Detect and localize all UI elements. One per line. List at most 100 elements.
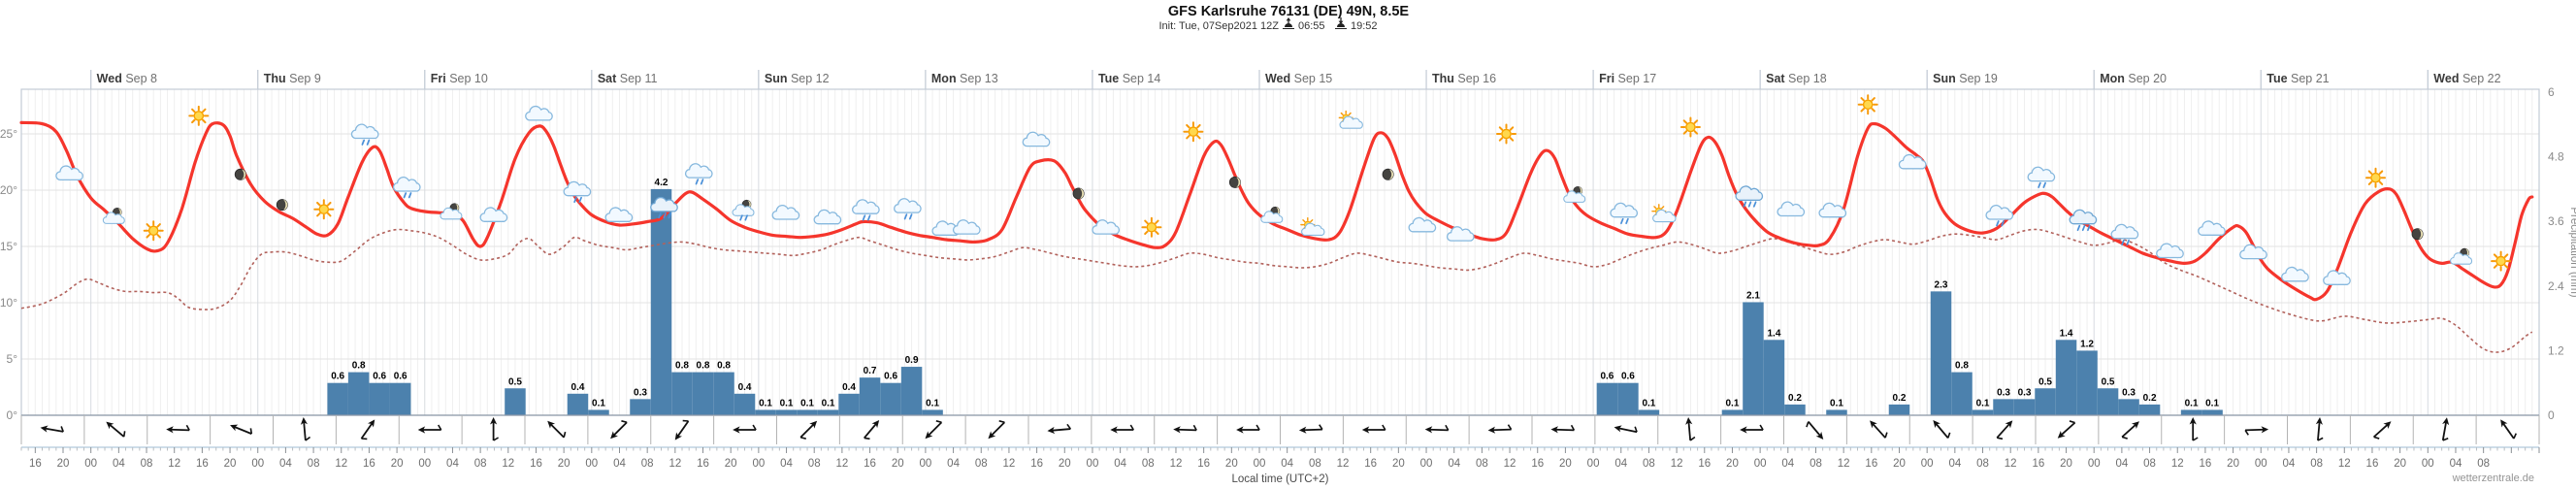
day-label: Mon Sep 20 [2100, 72, 2167, 85]
precip-bar [1888, 404, 1910, 415]
rain-icon [894, 198, 922, 220]
wind-arrow [1996, 420, 2013, 440]
day-label: Thu Sep 16 [1432, 72, 1496, 85]
precip-bar-value: 0.3 [634, 387, 647, 398]
hour-label: 12 [1003, 458, 1016, 470]
precip-bar [347, 372, 370, 415]
precip-bar [2138, 404, 2161, 415]
wind-arrow [547, 420, 567, 439]
hour-label: 16 [29, 458, 42, 470]
hour-label: 08 [308, 458, 320, 470]
cloud-icon [2239, 244, 2267, 260]
wind-arrow [1685, 417, 1696, 441]
precip-bar [922, 409, 943, 415]
temp-tick-label: 5° [7, 352, 18, 366]
wind-arrow [2057, 420, 2076, 439]
wind-arrow [417, 424, 442, 434]
precip-bar [2076, 350, 2098, 415]
precip-bar-value: 0.1 [1830, 398, 1843, 408]
precip-bar-value: 0.5 [2102, 376, 2115, 387]
moon-icon [1072, 187, 1085, 200]
precip-bar-value: 0.4 [571, 382, 585, 393]
precip-bar [2118, 399, 2139, 415]
day-label: Sat Sep 11 [598, 72, 658, 85]
day-label: Tue Sep 14 [1098, 72, 1160, 85]
precip-bar [630, 399, 651, 415]
temp-tick-label: 15° [0, 240, 17, 253]
hour-label: 08 [808, 458, 821, 470]
page-title: GFS Karlsruhe 76131 (DE) 49N, 8.5E [1168, 4, 1410, 19]
hour-label: 16 [697, 458, 709, 470]
hour-label: 16 [2366, 458, 2379, 470]
sun-icon [1857, 94, 1878, 115]
precip-bar [775, 409, 798, 415]
precip-bar [1638, 409, 1660, 415]
precip-bar-value: 1.4 [1768, 328, 1781, 339]
hour-label: 12 [1504, 458, 1516, 470]
temp-tick-label: 25° [0, 127, 17, 141]
plot-area: Wed Sep 8 Thu Sep 9 Fri Sep 10 Sat Sep 11 Su… [0, 70, 2576, 485]
right-axis: 0 1.2 2.4 3.6 4.8 6 Precipitation (mm) [2548, 85, 2576, 422]
precip-bar-value: 0.9 [905, 355, 919, 366]
watermark: wetterzentrale.de [2452, 473, 2534, 484]
hour-label: 08 [641, 458, 654, 470]
rain-icon [1610, 202, 1639, 225]
sun-icon [143, 220, 164, 242]
cloud-icon [771, 205, 800, 220]
hour-label: 12 [835, 458, 848, 470]
hour-label: 12 [1838, 458, 1850, 470]
precip-tick-label: 1.2 [2548, 343, 2564, 357]
temp-tick-label: 0° [7, 408, 18, 422]
cloud-icon [2156, 243, 2184, 259]
hour-label: 12 [2338, 458, 2351, 470]
cloud-icon [2198, 220, 2226, 236]
right-axis-title: Precipitation (mm) [2568, 207, 2576, 297]
hour-label: 12 [168, 458, 180, 470]
hour-label: 20 [2227, 458, 2239, 470]
rain-icon [563, 180, 592, 204]
hour-label: 12 [335, 458, 347, 470]
wind-arrow [1361, 424, 1386, 434]
precip-bar [880, 382, 901, 415]
sun-icon [1496, 123, 1516, 145]
hour-label: 16 [196, 458, 209, 470]
hour-label: 00 [84, 458, 97, 470]
sun-cloud-icon [1338, 110, 1363, 129]
hour-label: 04 [613, 458, 626, 470]
precip-bar-value: 0.2 [1788, 393, 1802, 404]
precip-bar [692, 372, 714, 415]
precip-bar-value: 0.2 [2143, 393, 2157, 404]
hour-label: 16 [1865, 458, 1877, 470]
precip-bar-value: 0.6 [1600, 372, 1614, 382]
moon-icon [1228, 176, 1241, 188]
precip-bar-value: 1.4 [2060, 328, 2073, 339]
cloud-icon [1446, 226, 1475, 242]
hour-label: 20 [725, 458, 737, 470]
precip-bar [900, 367, 923, 415]
temp-tick-label: 10° [0, 296, 17, 310]
precip-bar-value: 0.6 [394, 372, 408, 382]
precip-bar [713, 372, 734, 415]
hour-label: 12 [2005, 458, 2017, 470]
precip-bar [755, 409, 776, 415]
hour-label: 08 [2310, 458, 2323, 470]
wind-arrow [1236, 424, 1260, 434]
hour-label: 16 [1030, 458, 1043, 470]
precip-bar [1826, 409, 1847, 415]
heavy-rain-icon [2069, 209, 2098, 232]
hour-label: 16 [363, 458, 375, 470]
precip-bar-value: 0.1 [926, 398, 939, 408]
day-label: Sun Sep 12 [765, 72, 830, 85]
wind-arrow [300, 417, 311, 441]
hour-label: 00 [1754, 458, 1767, 470]
time-axis: 16 20 00 04 08 12 16 20 00 04 08 12 16 20 00 04 08 12 16 20… [20, 446, 2540, 485]
precip-bar-value: 2.1 [1746, 290, 1760, 301]
hour-label: 04 [446, 458, 459, 470]
wind-arrow [733, 424, 757, 434]
hour-label: 04 [2283, 458, 2296, 470]
precip-bar [2055, 340, 2077, 415]
sun-cloud-icon [1300, 217, 1325, 236]
precip-bar [2201, 409, 2223, 415]
hour-label: 04 [1948, 458, 1961, 470]
